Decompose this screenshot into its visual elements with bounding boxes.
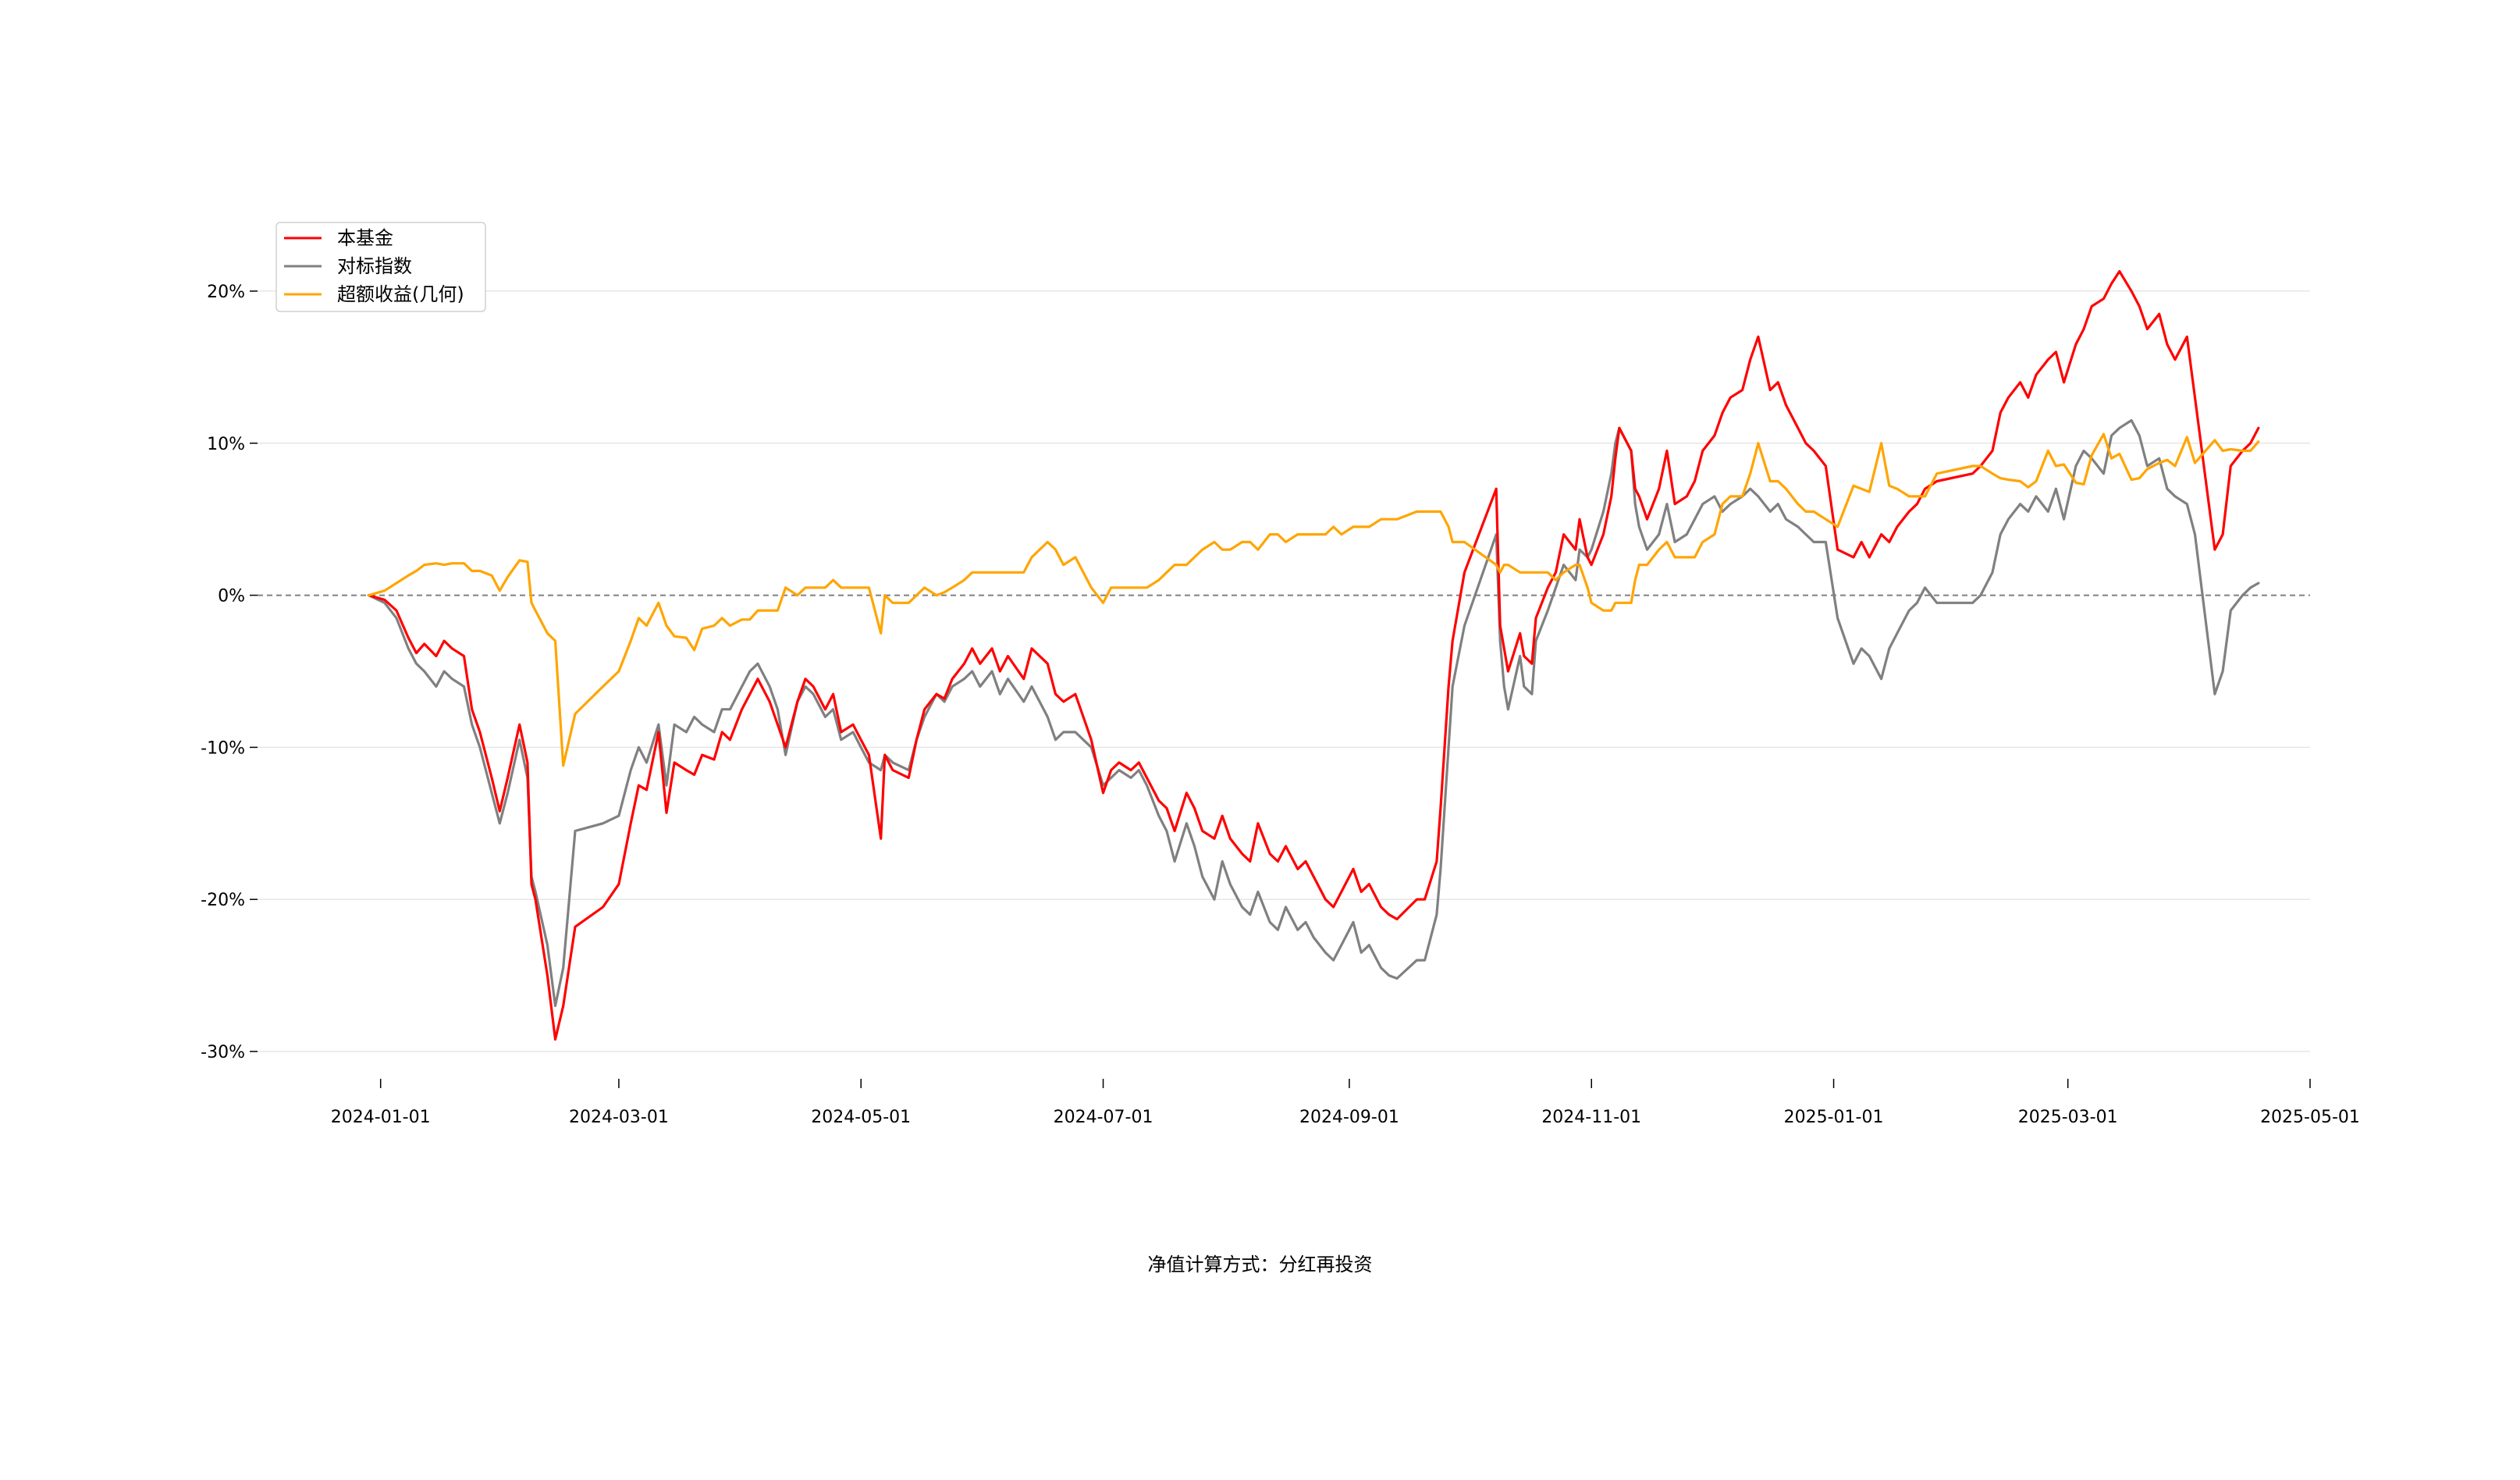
legend: 本基金 对标指数 超额收益(几何) bbox=[275, 222, 486, 312]
x-tick-label: 2024-05-01 bbox=[811, 1108, 911, 1127]
series-line-excess bbox=[367, 432, 2260, 767]
series-lines bbox=[367, 270, 2260, 1041]
x-tick-label: 2024-03-01 bbox=[569, 1108, 669, 1127]
series-line-index bbox=[367, 418, 2260, 1008]
legend-label-fund: 本基金 bbox=[337, 227, 393, 249]
chart-caption: 净值计算方式：分红再投资 bbox=[1147, 1254, 1373, 1275]
gridlines bbox=[258, 290, 2310, 1052]
x-tick-label: 2024-11-01 bbox=[1541, 1108, 1641, 1127]
x-tick-label: 2025-01-01 bbox=[1784, 1108, 1884, 1127]
x-tick-label: 2025-03-01 bbox=[2018, 1108, 2118, 1127]
series-line-fund bbox=[367, 270, 2260, 1041]
y-tick-label: 20% bbox=[207, 283, 245, 302]
x-tick-label: 2024-07-01 bbox=[1054, 1108, 1153, 1127]
y-tick-label: -20% bbox=[201, 891, 245, 910]
x-tick-label: 2024-09-01 bbox=[1299, 1108, 1399, 1127]
y-tick-label: 10% bbox=[207, 435, 245, 454]
legend-label-index: 对标指数 bbox=[337, 255, 412, 277]
y-tick-label: -10% bbox=[201, 738, 245, 758]
x-tick-label: 2024-01-01 bbox=[331, 1108, 431, 1127]
legend-label-excess: 超额收益(几何) bbox=[337, 283, 464, 305]
legend-box bbox=[275, 222, 486, 312]
x-tick-label: 2025-05-01 bbox=[2260, 1108, 2360, 1127]
y-tick-label: 0% bbox=[218, 587, 245, 607]
y-tick-label: -30% bbox=[201, 1043, 245, 1062]
axes: -30% -20% -10% 0% 10% 20% 2024-01-01 2024-03-01… bbox=[201, 283, 2360, 1127]
